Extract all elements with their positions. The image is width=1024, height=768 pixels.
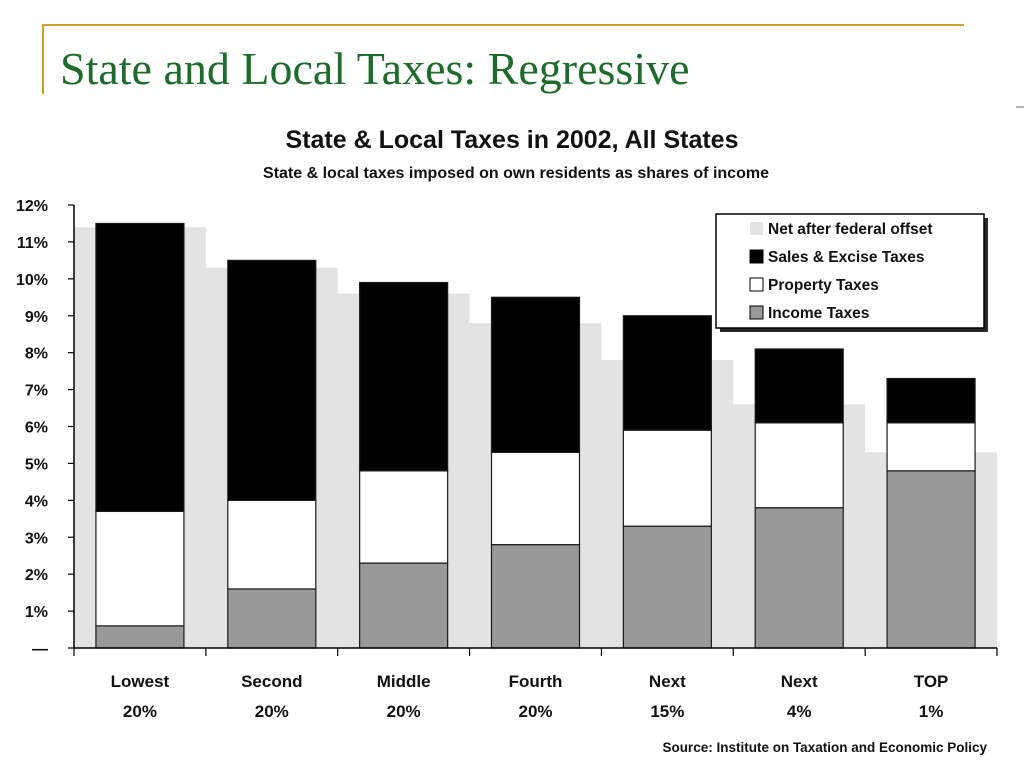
y-tick-label: 2% [25, 567, 48, 584]
bar-income-taxes [227, 588, 317, 649]
x-category-label: Lowest [111, 672, 170, 691]
x-category-sublabel: 20% [387, 702, 421, 721]
bar-property-taxes [886, 422, 976, 472]
x-category-sublabel: 4% [787, 702, 812, 721]
y-tick-label: 4% [25, 493, 48, 510]
legend-label: Net after federal offset [768, 221, 933, 238]
legend-label: Sales & Excise Taxes [768, 249, 925, 266]
legend-label: Income Taxes [768, 305, 869, 322]
title-rule-top [42, 24, 964, 26]
bar-income-taxes [886, 470, 976, 649]
bar-income-taxes [490, 544, 581, 649]
y-tick-label: 11% [17, 235, 48, 252]
legend-swatch [749, 249, 764, 264]
bar-property-taxes [95, 510, 185, 627]
legend-swatch [749, 277, 764, 292]
bar-income-taxes [622, 525, 712, 649]
title-rule-left [42, 24, 44, 94]
bar-property-taxes [359, 470, 449, 564]
bar-income-taxes [754, 507, 844, 649]
x-category-sublabel: 20% [518, 702, 552, 721]
x-category-label: Second [241, 672, 302, 691]
x-category-sublabel: 1% [919, 702, 944, 721]
x-category-sublabel: 15% [650, 702, 684, 721]
y-tick-label: — [32, 641, 48, 658]
x-category-label: Next [649, 672, 686, 691]
y-tick-label: 1% [25, 604, 48, 621]
x-category-label: Middle [377, 672, 431, 691]
x-category-label: Fourth [509, 672, 563, 691]
chart-source: Source: Institute on Taxation and Econom… [662, 740, 987, 755]
corner-tick [1016, 106, 1024, 108]
slide-title: State and Local Taxes: Regressive [60, 43, 690, 94]
bar-property-taxes [227, 499, 317, 590]
legend-label: Property Taxes [768, 277, 879, 294]
bar-sales-excise-taxes [622, 315, 712, 431]
y-tick-label: 6% [25, 420, 48, 437]
bar-income-taxes [359, 562, 449, 649]
tax-chart: State & Local Taxes in 2002, All States … [16, 126, 998, 755]
y-tick-label: 12% [16, 198, 48, 215]
chart-title: State & Local Taxes in 2002, All States [286, 126, 739, 154]
x-category-sublabel: 20% [255, 702, 289, 721]
bar-property-taxes [754, 422, 844, 509]
legend-swatch [749, 305, 764, 320]
y-tick-label: 5% [25, 456, 48, 473]
bar-sales-excise-taxes [754, 348, 844, 424]
bar-sales-excise-taxes [359, 281, 449, 472]
chart-subtitle: State & local taxes imposed on own resid… [263, 165, 769, 182]
x-category-label: Next [781, 672, 818, 691]
y-tick-label: 3% [25, 530, 48, 547]
bar-sales-excise-taxes [95, 222, 185, 513]
y-tick-label: 8% [25, 346, 48, 363]
bar-sales-excise-taxes [227, 259, 317, 501]
y-tick-label: 9% [25, 309, 48, 326]
y-tick-label: 7% [25, 383, 48, 400]
bar-property-taxes [490, 451, 581, 546]
x-category-sublabel: 20% [123, 702, 157, 721]
legend-swatch [750, 222, 763, 235]
bar-sales-excise-taxes [886, 377, 976, 424]
y-tick-label: 10% [16, 272, 48, 289]
bar-sales-excise-taxes [490, 296, 581, 453]
bar-income-taxes [95, 625, 185, 649]
x-category-label: TOP [914, 672, 949, 691]
bar-property-taxes [622, 429, 712, 527]
